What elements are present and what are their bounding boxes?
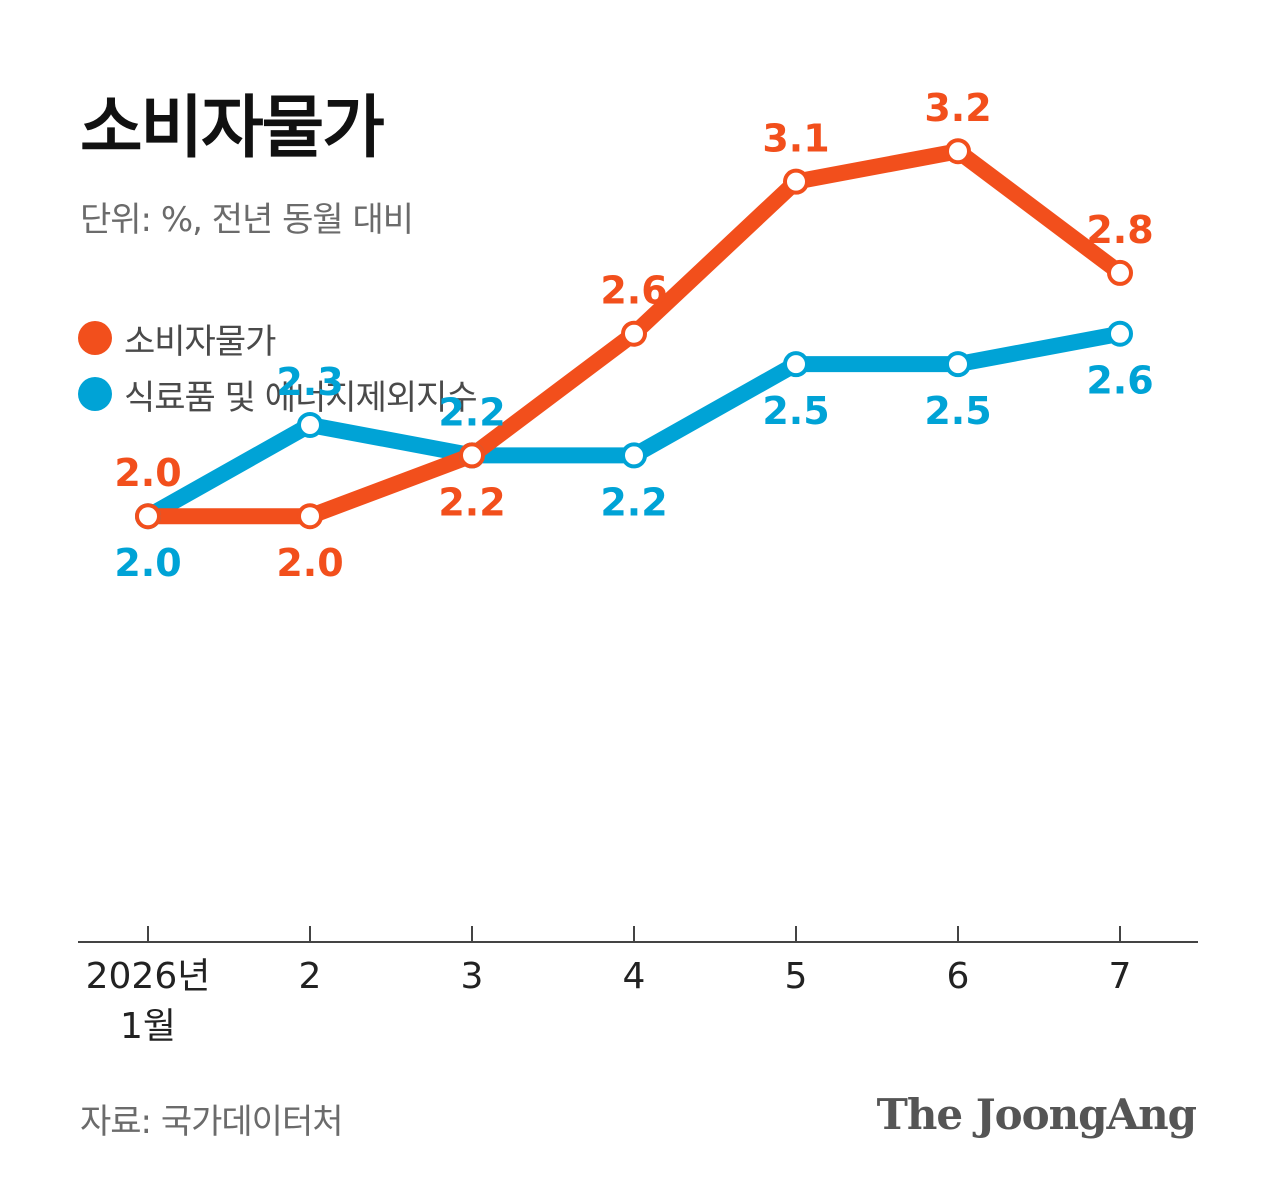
point-cpi-2 (459, 442, 485, 469)
x-tick-label-6: 7 (1109, 956, 1132, 997)
data-label-cpi-2: 2.2 (438, 480, 505, 524)
point-core-3 (621, 442, 647, 469)
x-tick-label-3: 4 (623, 956, 646, 997)
point-cpi-0 (135, 503, 161, 530)
data-label-core-1: 2.3 (276, 360, 343, 404)
legend-swatch-cpi (78, 321, 112, 355)
data-label-core-0: 2.0 (114, 541, 181, 585)
data-label-cpi-3: 2.6 (600, 269, 667, 313)
data-label-cpi-1: 2.0 (276, 541, 343, 585)
x-tick-label-0: 2026년 1월 (86, 956, 211, 1047)
legend-swatch-core (78, 377, 112, 411)
data-label-core-5: 2.5 (924, 389, 991, 433)
data-label-core-4: 2.5 (762, 389, 829, 433)
legend-label-core: 식료품 및 에너지제외지수 (124, 377, 478, 418)
legend-item-core: 식료품 및 에너지제외지수 (78, 366, 478, 422)
legend: 소비자물가 식료품 및 에너지제외지수 (78, 310, 478, 422)
data-label-core-2: 2.2 (438, 390, 505, 434)
x-tick-label-5: 6 (947, 956, 970, 997)
legend-label-cpi: 소비자물가 (124, 321, 276, 362)
point-core-5 (945, 351, 971, 378)
point-cpi-1 (297, 503, 323, 530)
brand-logo-text: The JoongAng (876, 1090, 1197, 1139)
data-label-cpi-4: 3.1 (762, 117, 829, 161)
point-core-1 (297, 411, 323, 438)
data-label-cpi-6: 2.8 (1086, 208, 1153, 252)
x-tick-label-2: 3 (461, 956, 484, 997)
point-core-4 (783, 351, 809, 378)
point-cpi-6 (1107, 259, 1133, 286)
data-label-cpi-0: 2.0 (114, 451, 181, 495)
data-label-cpi-5: 3.2 (924, 86, 991, 130)
x-tick-label-1: 2 (299, 956, 322, 997)
chart-title: 소비자물가 (80, 89, 385, 168)
point-cpi-3 (621, 320, 647, 347)
point-cpi-5 (945, 138, 971, 165)
point-core-6 (1107, 320, 1133, 347)
source-note: 자료: 국가데이터처 (80, 1102, 344, 1142)
legend-item-cpi: 소비자물가 (78, 310, 477, 366)
chart-subtitle: 단위: %, 전년 동월 대비 (80, 200, 414, 240)
data-label-core-3: 2.2 (600, 480, 667, 524)
data-label-core-6: 2.6 (1086, 359, 1153, 403)
point-cpi-4 (783, 168, 809, 195)
x-tick-label-4: 5 (785, 956, 808, 997)
